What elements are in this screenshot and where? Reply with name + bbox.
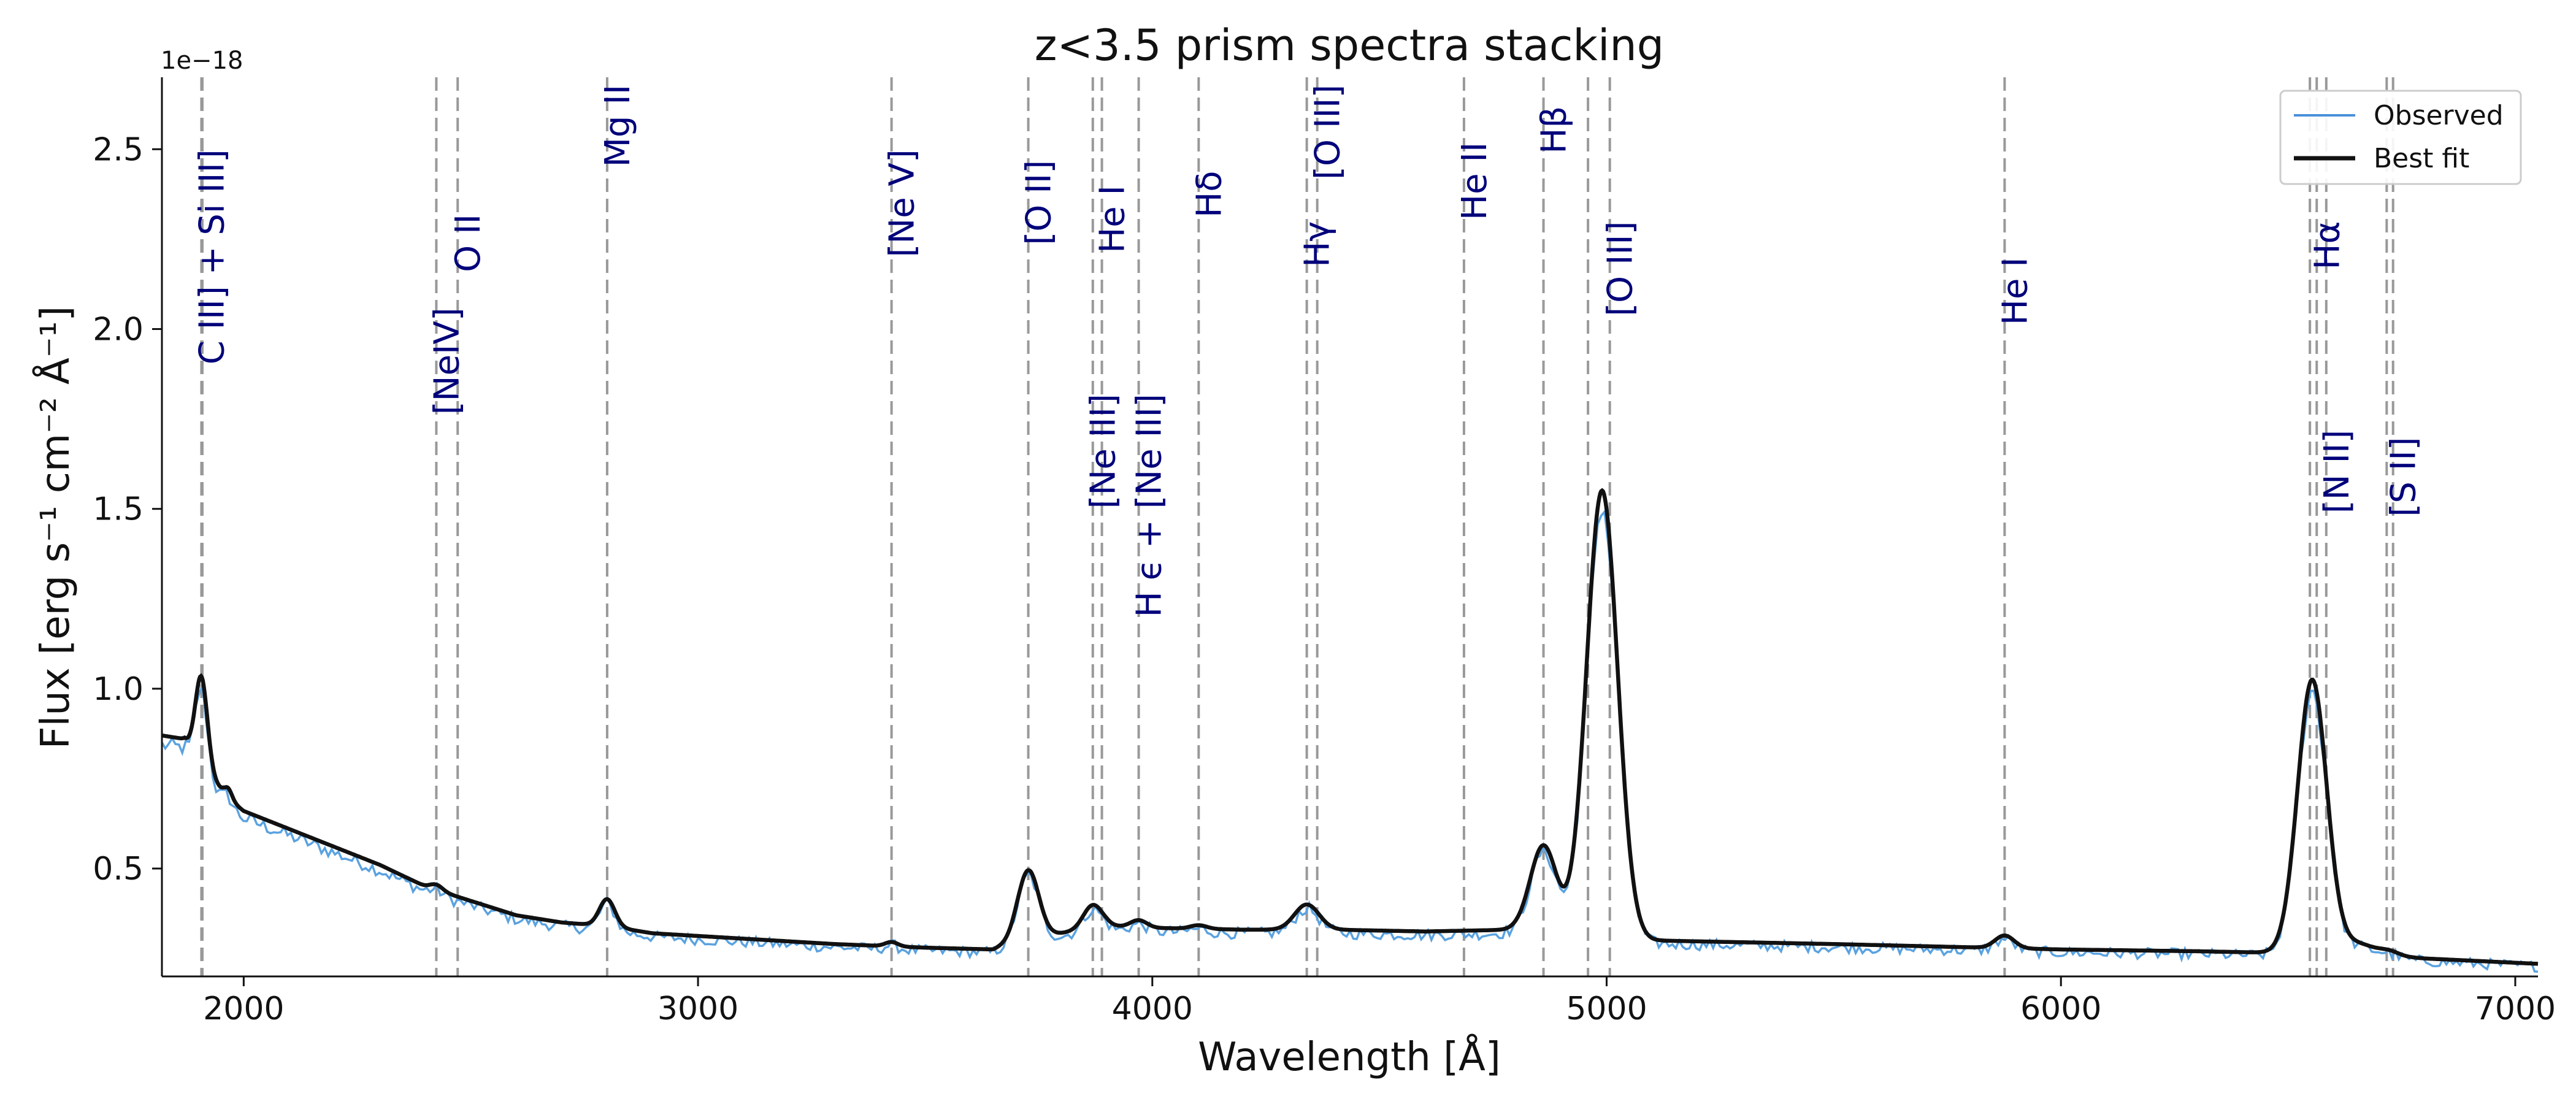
y-tick-label: 0.5	[93, 851, 144, 887]
emission-line-label: H ϵ + [Ne III]	[1130, 394, 1170, 617]
best-fit-line	[161, 488, 2539, 966]
x-tick-label: 4000	[1112, 991, 1193, 1027]
y-tick-label: 1.5	[93, 491, 144, 528]
axes	[161, 77, 2538, 978]
emission-line-label: He II	[1455, 142, 1495, 220]
x-tick-label: 3000	[657, 991, 738, 1027]
emission-line-label: Mg II	[598, 85, 638, 167]
emission-line-markers	[200, 77, 2394, 976]
emission-line-label: C III] + Si III]	[192, 149, 232, 364]
emission-line-label: He I	[1093, 185, 1133, 253]
emission-line-label: [Ne III]	[1084, 394, 1124, 508]
y-tick-label: 2.5	[93, 131, 144, 168]
y-axis-multiplier: 1e−18	[161, 47, 243, 75]
x-axis-label: Wavelength [Å]	[1198, 1033, 1501, 1080]
emission-line-label: [NeIV]	[427, 307, 467, 415]
emission-line-labels: C III] + Si III] [NeIV] O II Mg II [Ne V] [O …	[192, 85, 2423, 618]
emission-line-label: O II	[448, 214, 488, 272]
legend: Observed Best fit	[2279, 90, 2522, 185]
legend-label-best-fit: Best fit	[2374, 143, 2469, 174]
emission-line-label: Hα	[2307, 221, 2347, 270]
emission-line-label: Hδ	[1189, 171, 1229, 217]
y-axis-label: Flux [erg s⁻¹ cm⁻² Å⁻¹]	[32, 306, 79, 749]
emission-line-label: [O II]	[1019, 160, 1059, 245]
legend-label-observed: Observed	[2374, 100, 2504, 131]
emission-line-label: [N II]	[2317, 430, 2357, 513]
y-axis-ticks: 0.5 1.0 1.5 2.0 2.5	[93, 131, 162, 887]
x-tick-label: 5000	[1566, 991, 1647, 1027]
x-tick-label: 6000	[2020, 991, 2101, 1027]
y-tick-label: 2.0	[93, 311, 144, 348]
chart-title: z<3.5 prism spectra stacking	[1035, 20, 1664, 71]
observed-spectrum-line	[161, 509, 2539, 973]
y-tick-label: 1.0	[93, 671, 144, 708]
emission-line-label: [O III]	[1601, 221, 1641, 316]
x-axis-ticks: 2000 3000 4000 5000 6000 7000	[203, 976, 2556, 1027]
x-tick-label: 2000	[203, 991, 284, 1027]
x-tick-label: 7000	[2475, 991, 2556, 1027]
emission-line-label: Hβ	[1535, 106, 1574, 154]
emission-line-label: [Ne V]	[883, 149, 922, 257]
emission-line-label: He I	[1995, 257, 2035, 325]
emission-line-label: [S II]	[2384, 437, 2424, 516]
emission-line-label: [O III]	[1308, 85, 1348, 180]
emission-line-label: Hγ	[1298, 221, 1338, 267]
